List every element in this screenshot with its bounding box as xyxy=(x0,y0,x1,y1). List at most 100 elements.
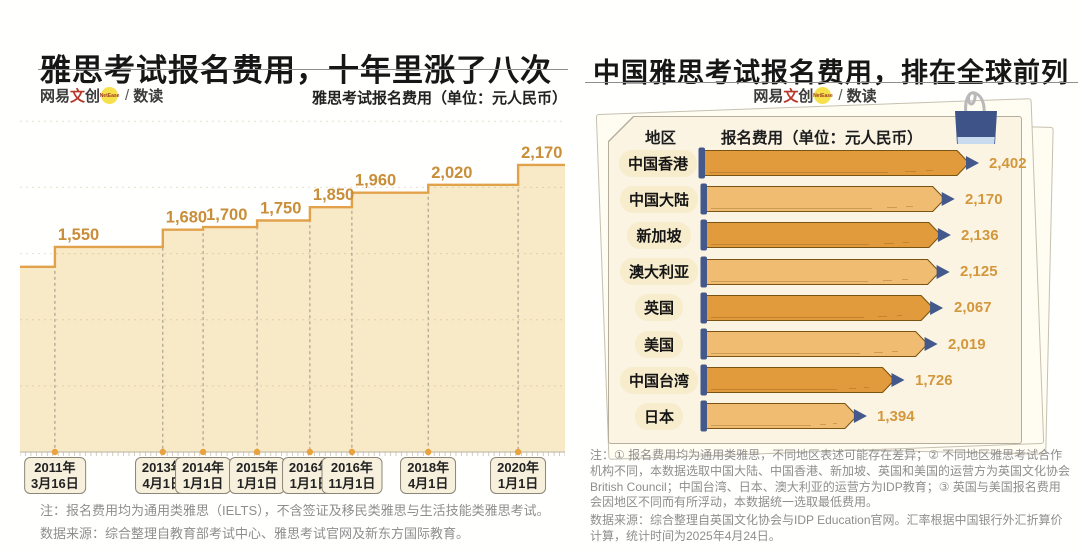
pencil-tip xyxy=(936,264,950,279)
region-label: 英国 xyxy=(634,294,683,322)
bar-value: 2,402 xyxy=(989,154,1027,172)
date-label: 2020年 1月1日 xyxy=(490,457,547,495)
pencil-cap xyxy=(698,147,706,179)
step-value-label: 1,700 xyxy=(206,206,247,224)
left-note-line: 注：报名费用均为通用类雅思（IELTS），不含签证及移民类雅思与生活技能类雅思考… xyxy=(40,503,550,518)
step-value-label: 1,550 xyxy=(58,226,99,244)
brand-text: 创 xyxy=(798,88,814,105)
step-value-label: 1,850 xyxy=(313,186,354,204)
pencil-bar xyxy=(700,292,944,324)
pencil-cap xyxy=(700,400,707,432)
right-notes: 注：① 报名费用均为通用类雅思，不同地区表述可能存在差异；② 不同地区雅思考试合… xyxy=(590,448,1072,547)
pencil-bar xyxy=(700,364,905,396)
region-label: 美国 xyxy=(634,330,683,358)
step-value-label: 1,750 xyxy=(260,200,301,218)
pencil-cap xyxy=(700,364,707,396)
region-label: 中国台湾 xyxy=(619,366,698,394)
axis-dot xyxy=(253,448,261,456)
netease-badge-icon: NetEase xyxy=(100,87,119,104)
left-title-divider xyxy=(38,69,568,70)
pencil-bar xyxy=(700,183,955,215)
brand-text-red: 文 xyxy=(70,88,86,105)
region-label: 中国大陆 xyxy=(619,185,698,213)
date-label: 2018年 4月1日 xyxy=(400,457,457,495)
left-chart-title: 雅思考试报名费用，十年里涨了八次 xyxy=(40,52,552,88)
region-label-cell: 澳大利亚 xyxy=(619,258,699,286)
bar-row: 日本 1,394 xyxy=(609,400,1021,432)
binder-clip-icon xyxy=(955,91,997,144)
left-source-line: 数据来源：综合整理自教育部考试中心、雅思考试官网及新东方国际教育。 xyxy=(40,525,470,541)
brand-separator: / xyxy=(125,87,130,104)
axis-dot xyxy=(306,448,314,456)
brand-sub-name: 数读 xyxy=(846,88,877,105)
pencil-body xyxy=(703,149,970,177)
axis-dot xyxy=(348,448,356,456)
axis-dot xyxy=(425,448,432,456)
region-label-cell: 日本 xyxy=(619,402,699,430)
bar-row: 澳大利亚 2,125 xyxy=(609,256,1021,288)
pencil-bar xyxy=(698,147,980,179)
left-chart-unit-label: 雅思考试报名费用（单位：元人民币） xyxy=(311,90,567,107)
bar-row: 中国大陆 2,170 xyxy=(609,183,1021,215)
region-label-cell: 美国 xyxy=(619,330,699,358)
brand-separator: / xyxy=(838,87,843,104)
right-note-line: 注：① 报名费用均为通用类雅思，不同地区表述可能存在差异；② 不同地区雅思考试合… xyxy=(590,448,1071,510)
date-label: 2011年 3月16日 xyxy=(24,457,86,495)
bar-value: 1,726 xyxy=(915,371,953,389)
pencil-cap xyxy=(700,328,707,360)
region-label-cell: 英国 xyxy=(619,294,699,322)
column-header-region: 地区 xyxy=(645,130,677,147)
right-title-divider xyxy=(585,82,1078,83)
pencil-tip xyxy=(924,337,938,351)
pencil-cap xyxy=(700,292,707,324)
left-notes: 注：报名费用均为通用类雅思（IELTS），不含签证及移民类雅思与生活技能类雅思考… xyxy=(40,500,568,546)
netease-badge-icon: NetEase xyxy=(813,87,833,104)
pencil-body xyxy=(705,186,946,213)
pencil-bar xyxy=(700,328,938,360)
region-label: 中国香港 xyxy=(619,149,698,177)
region-label: 新加坡 xyxy=(627,221,691,249)
pencil-body xyxy=(705,403,858,430)
step-line xyxy=(20,163,565,268)
pencil-tip xyxy=(930,300,944,315)
region-label-cell: 中国台湾 xyxy=(619,366,699,394)
region-label: 日本 xyxy=(634,402,683,430)
pencil-cap xyxy=(700,183,707,215)
pencil-bar xyxy=(700,400,867,432)
step-value-label: 1,960 xyxy=(355,172,396,190)
pencil-body xyxy=(705,330,929,358)
column-header-fee: 报名费用（单位：元人民币） xyxy=(721,130,923,147)
bar-value: 2,019 xyxy=(948,335,986,353)
bar-value: 1,394 xyxy=(877,407,915,425)
region-label-cell: 中国大陆 xyxy=(619,185,699,213)
date-label: 2016年 11月1日 xyxy=(321,457,383,495)
right-source-line: 数据来源：综合整理自英国文化协会与IDP Education官网。汇率根据中国银… xyxy=(590,513,1063,544)
pencil-tip xyxy=(891,373,905,388)
brand-text-red: 文 xyxy=(783,88,799,105)
pencil-body xyxy=(705,294,934,321)
axis-dot xyxy=(159,448,166,456)
pencil-tip xyxy=(853,409,867,424)
bar-chart-rows: 中国香港 2,402 中国大陆 2,170 新加坡 2,136 澳大利亚 2,125 英国 2,0… xyxy=(609,117,1027,443)
date-axis: 2011年 3月16日 2013年 4月1日 2014年 1月1日 2015年 1月1日 201… xyxy=(20,457,565,499)
axis-dot xyxy=(51,448,59,456)
bar-row: 中国香港 2,402 xyxy=(609,147,1027,179)
bar-value: 2,136 xyxy=(961,226,999,244)
bar-row: 英国 2,067 xyxy=(609,292,1021,324)
bar-value: 2,067 xyxy=(954,299,992,317)
netease-brand-logo-right: 网易文创 NetEase / 数读 xyxy=(585,85,1045,106)
pencil-body xyxy=(705,222,942,249)
right-chart-title: 中国雅思考试报名费用，排在全球前列 xyxy=(593,58,1069,89)
fee-table-card: 地区 报名费用（单位：元人民币） 中国香港 2,402 中国大陆 2,170 新加坡 2,… xyxy=(608,116,1027,444)
bar-row: 新加坡 2,136 xyxy=(609,219,1021,251)
pencil-tip xyxy=(937,228,951,243)
axis-dot xyxy=(514,448,522,456)
bar-value: 2,170 xyxy=(965,190,1003,208)
netease-brand-logo: 网易文创 NetEase / 数读 xyxy=(40,85,163,106)
bar-row: 中国台湾 1,726 xyxy=(609,364,1021,396)
region-label-cell: 中国香港 xyxy=(619,149,698,177)
pencil-tip xyxy=(941,192,955,207)
pencil-body xyxy=(705,367,896,394)
